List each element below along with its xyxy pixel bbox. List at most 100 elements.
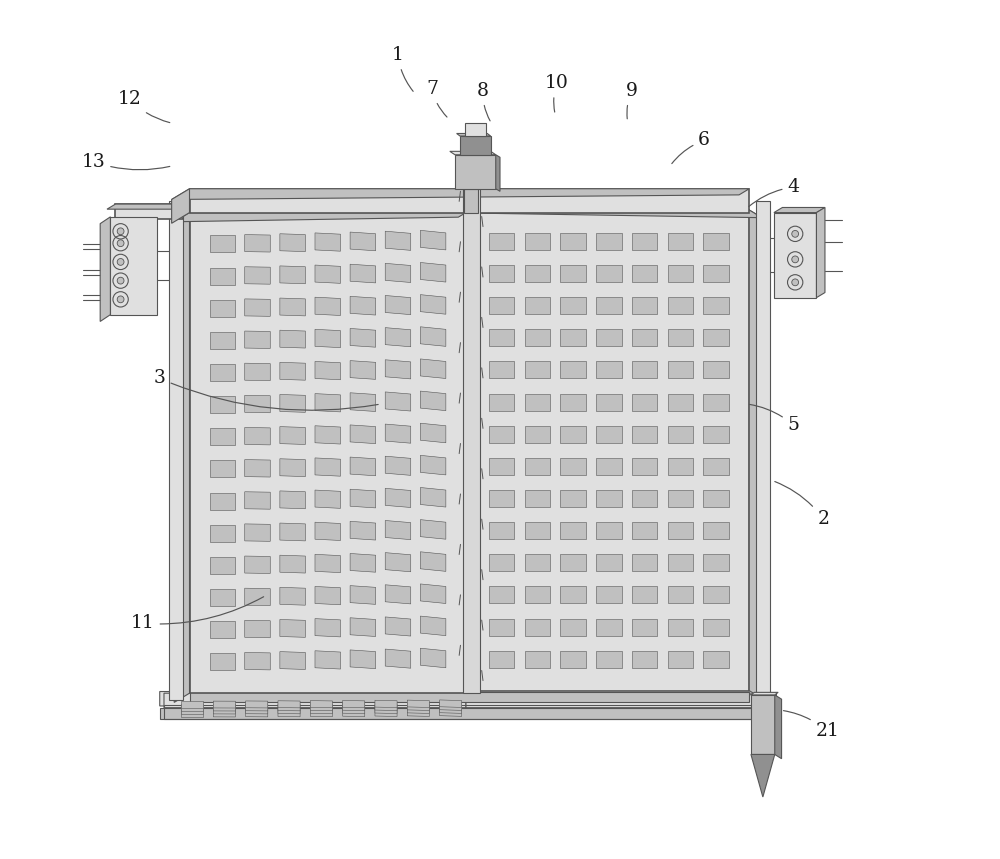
Polygon shape	[246, 704, 268, 711]
Polygon shape	[525, 233, 550, 250]
Polygon shape	[174, 212, 190, 703]
Polygon shape	[560, 393, 586, 411]
Polygon shape	[525, 265, 550, 282]
Polygon shape	[525, 362, 550, 379]
Polygon shape	[385, 424, 411, 443]
Polygon shape	[420, 263, 446, 282]
Polygon shape	[703, 393, 729, 411]
Polygon shape	[385, 295, 411, 314]
Polygon shape	[560, 329, 586, 346]
Polygon shape	[489, 587, 514, 604]
Polygon shape	[489, 522, 514, 539]
Bar	[455, 155, 496, 189]
Text: 4: 4	[749, 178, 799, 206]
Polygon shape	[350, 393, 376, 411]
Polygon shape	[489, 362, 514, 379]
Polygon shape	[489, 458, 514, 475]
Polygon shape	[440, 703, 462, 710]
Polygon shape	[596, 297, 622, 314]
Bar	[190, 189, 749, 212]
Polygon shape	[489, 393, 514, 411]
Polygon shape	[632, 587, 657, 604]
Polygon shape	[440, 709, 462, 716]
Polygon shape	[420, 551, 446, 571]
Polygon shape	[210, 654, 235, 670]
Polygon shape	[210, 525, 235, 542]
Polygon shape	[245, 331, 270, 349]
Polygon shape	[385, 489, 411, 508]
Polygon shape	[489, 233, 514, 250]
Polygon shape	[278, 707, 300, 714]
Circle shape	[792, 256, 799, 263]
Polygon shape	[525, 393, 550, 411]
Polygon shape	[310, 704, 332, 710]
Polygon shape	[315, 362, 341, 380]
Polygon shape	[350, 457, 376, 476]
Polygon shape	[703, 618, 729, 636]
Polygon shape	[420, 230, 446, 250]
Polygon shape	[632, 522, 657, 539]
Polygon shape	[632, 329, 657, 346]
Polygon shape	[181, 701, 203, 708]
Polygon shape	[213, 701, 235, 708]
Polygon shape	[525, 522, 550, 539]
Polygon shape	[350, 489, 376, 508]
Polygon shape	[560, 233, 586, 250]
Polygon shape	[489, 265, 514, 282]
Polygon shape	[420, 326, 446, 346]
Polygon shape	[315, 618, 341, 637]
Polygon shape	[668, 618, 693, 636]
Polygon shape	[107, 204, 183, 210]
Polygon shape	[245, 653, 270, 670]
Bar	[756, 201, 770, 695]
Polygon shape	[407, 706, 429, 714]
Text: 3: 3	[154, 369, 378, 411]
Polygon shape	[385, 617, 411, 636]
Polygon shape	[525, 651, 550, 667]
Polygon shape	[668, 265, 693, 282]
Bar	[464, 189, 478, 212]
Polygon shape	[245, 428, 270, 445]
Polygon shape	[315, 233, 341, 251]
Polygon shape	[466, 692, 772, 708]
Polygon shape	[210, 332, 235, 349]
Polygon shape	[343, 706, 365, 714]
Polygon shape	[560, 426, 586, 442]
Polygon shape	[440, 706, 462, 713]
Polygon shape	[350, 328, 376, 347]
Bar	[164, 705, 772, 719]
Text: 8: 8	[477, 82, 490, 121]
Polygon shape	[280, 266, 305, 283]
Polygon shape	[632, 297, 657, 314]
Polygon shape	[668, 587, 693, 604]
Polygon shape	[560, 651, 586, 667]
Polygon shape	[632, 458, 657, 475]
Polygon shape	[632, 554, 657, 571]
Text: 21: 21	[783, 710, 839, 740]
Polygon shape	[181, 710, 203, 717]
Polygon shape	[210, 268, 235, 284]
Bar	[190, 691, 749, 702]
Text: 12: 12	[118, 90, 170, 123]
Polygon shape	[210, 621, 235, 638]
Polygon shape	[596, 265, 622, 282]
Text: 1: 1	[392, 46, 413, 91]
Polygon shape	[703, 297, 729, 314]
Polygon shape	[407, 700, 429, 708]
Polygon shape	[632, 393, 657, 411]
Polygon shape	[310, 707, 332, 714]
Polygon shape	[245, 395, 270, 413]
Polygon shape	[703, 554, 729, 571]
Polygon shape	[350, 265, 376, 283]
Polygon shape	[310, 701, 332, 708]
Polygon shape	[280, 523, 305, 541]
Polygon shape	[489, 426, 514, 442]
Polygon shape	[280, 394, 305, 412]
Polygon shape	[668, 233, 693, 250]
Polygon shape	[160, 708, 776, 719]
Polygon shape	[489, 651, 514, 667]
Polygon shape	[278, 710, 300, 716]
Polygon shape	[525, 426, 550, 442]
Polygon shape	[350, 521, 376, 540]
Polygon shape	[560, 490, 586, 507]
